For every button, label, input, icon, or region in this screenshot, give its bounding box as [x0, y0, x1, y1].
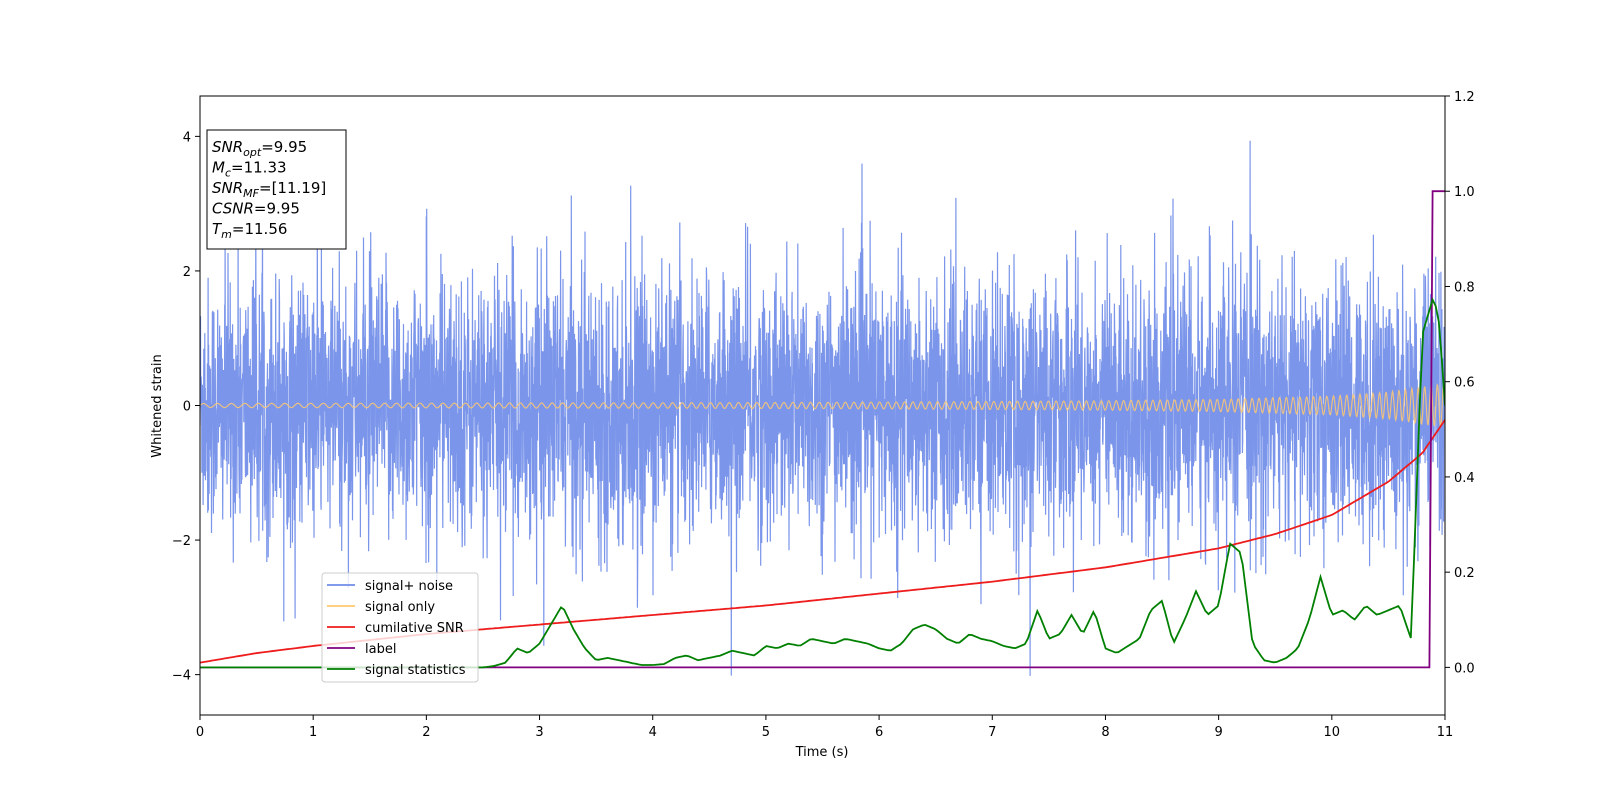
- series-signal-noise-line: [200, 140, 1445, 676]
- annotation-value: =[11.19]: [259, 179, 326, 197]
- x-tick-label: 0: [196, 725, 204, 740]
- y2-tick-label: 0.8: [1454, 280, 1475, 295]
- annotation-subscript: m: [221, 228, 232, 241]
- legend-entry: signal+ noise: [365, 579, 453, 594]
- annotation-value: =9.95: [254, 200, 300, 218]
- legend-frame: [321, 572, 479, 683]
- y-axis-label: Whitened strain: [150, 354, 165, 457]
- annotation-line: SNRMF=[11.19]: [212, 179, 326, 200]
- y-axis-left: −4 −2 0 2 4: [172, 130, 200, 684]
- x-tick-label: 4: [649, 725, 657, 740]
- y2-tick-label: 0.4: [1454, 471, 1475, 486]
- x-tick-label: 3: [535, 725, 543, 740]
- y2-tick-label: 1.0: [1454, 185, 1475, 200]
- x-axis-label: Time (s): [795, 745, 849, 760]
- y2-tick-label: 1.2: [1454, 90, 1475, 105]
- y2-tick-label: 0.2: [1454, 566, 1475, 581]
- x-tick-label: 5: [762, 725, 770, 740]
- annotation-line: Mc=11.33: [212, 159, 287, 180]
- annotation-value: =11.33: [231, 159, 287, 177]
- x-tick-label: 10: [1324, 725, 1341, 740]
- legend: signal+ noise signal only cumilative SNR la…: [321, 572, 479, 683]
- annotation-subscript: c: [225, 167, 231, 180]
- y-tick-label: 4: [183, 130, 191, 145]
- legend-entry: cumilative SNR: [365, 621, 464, 636]
- annotation-value: =11.56: [232, 220, 288, 238]
- legend-entry: signal statistics: [365, 663, 466, 678]
- x-tick-label: 1: [309, 725, 317, 740]
- annotation-symbol: SNR: [212, 179, 243, 197]
- annotation-line: Tm=11.56: [212, 220, 287, 241]
- y2-tick-label: 0.0: [1454, 661, 1475, 676]
- y-axis-right: 0.0 0.2 0.4 0.6 0.8 1.0 1.2: [1445, 90, 1475, 676]
- annotation-symbol: T: [212, 220, 223, 238]
- x-tick-label: 9: [1214, 725, 1222, 740]
- annotation-line: CSNR=9.95: [212, 200, 300, 218]
- annotation-symbol: CSNR: [212, 200, 254, 218]
- x-tick-label: 7: [988, 725, 996, 740]
- x-axis: 0 1 2 3 4 5 6 7 8 9 10 11: [196, 715, 1453, 740]
- annotation-value: =9.95: [261, 138, 307, 156]
- annotation-symbol: SNR: [212, 138, 243, 156]
- annotation-frame: [206, 129, 347, 250]
- x-tick-label: 2: [422, 725, 430, 740]
- y-tick-label: 0: [183, 400, 191, 415]
- legend-entry: signal only: [365, 600, 435, 615]
- x-tick-label: 11: [1437, 725, 1454, 740]
- annotation-subscript: MF: [243, 187, 259, 200]
- annotation-box: SNRopt=9.95Mc=11.33SNRMF=[11.19]CSNR=9.9…: [206, 129, 347, 250]
- series-signal-only-line: [200, 382, 1445, 428]
- annotation-line: SNRopt=9.95: [212, 138, 307, 159]
- annotation-subscript: opt: [243, 146, 262, 159]
- y-tick-label: 2: [183, 265, 191, 280]
- annotation-symbol: M: [212, 159, 225, 177]
- y-tick-label: −4: [172, 669, 191, 684]
- y2-tick-label: 0.6: [1454, 376, 1475, 391]
- y-tick-label: −2: [172, 534, 191, 549]
- x-tick-label: 8: [1101, 725, 1109, 740]
- legend-entry: label: [365, 642, 396, 657]
- x-tick-label: 6: [875, 725, 883, 740]
